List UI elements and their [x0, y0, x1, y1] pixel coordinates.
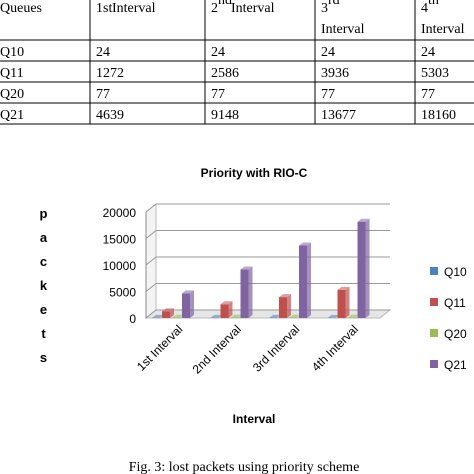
table-cell: 77: [321, 87, 335, 102]
table-header: Interval: [112, 1, 156, 16]
table-header-sup: nd: [218, 0, 232, 8]
x-tick-label: 3rd Interval: [250, 322, 302, 374]
table-cell: 4639: [96, 108, 124, 123]
bar-top: [357, 218, 370, 222]
bar-top: [337, 286, 350, 290]
table-cell: 9148: [211, 108, 239, 123]
table-header: 1st: [96, 1, 112, 16]
table-header: Queues: [0, 1, 42, 16]
y-axis-label: packets: [36, 206, 51, 374]
table-cell: Q10: [0, 45, 24, 60]
table-header: 2: [211, 1, 218, 16]
x-tick-label: 4th Interval: [309, 322, 361, 374]
legend-swatch: [430, 267, 438, 275]
bar-top: [279, 294, 291, 298]
x-axis-label: Interval: [233, 412, 276, 426]
legend-swatch: [430, 329, 438, 337]
legend-swatch: [430, 360, 438, 368]
x-tick-label: 2nd Interval: [190, 322, 244, 376]
y-tick-label: 10000: [103, 259, 137, 273]
bar-top: [347, 314, 360, 318]
bar-side: [365, 218, 370, 318]
table-cell: 13677: [321, 108, 356, 123]
bar: [279, 297, 287, 318]
table-header-sup: th: [428, 0, 439, 8]
table-cell: 77: [421, 87, 435, 102]
grid-line: [145, 309, 157, 319]
bar-top: [240, 266, 253, 270]
bar: [220, 304, 229, 318]
bar-side: [170, 308, 174, 318]
y-tick-label: 5000: [109, 286, 136, 300]
chart-title: Priority with RIO-C: [201, 166, 308, 180]
table-cell: 77: [96, 87, 110, 102]
grid-line: [145, 256, 157, 266]
y-tick-label: 0: [129, 312, 136, 326]
table-cell: 3936: [321, 66, 349, 81]
table-cell: 77: [211, 87, 225, 102]
bar-side: [228, 301, 233, 318]
table-header: Interval: [231, 1, 275, 16]
bar-top: [162, 308, 174, 312]
bar-side: [287, 294, 291, 318]
table-cell: 18160: [421, 108, 456, 123]
table-header: 4: [421, 1, 428, 16]
bar-top: [327, 314, 340, 318]
table-cell: 5303: [421, 66, 449, 81]
y-tick-label: 20000: [103, 206, 137, 220]
table-cell: 24: [96, 45, 110, 60]
bar-side: [307, 242, 311, 318]
table-cell: 1272: [96, 66, 124, 81]
bar: [299, 245, 307, 318]
table-cell: 2586: [211, 66, 239, 81]
table-cell: Q21: [0, 108, 24, 123]
table-cell: 24: [211, 45, 225, 60]
bar-top: [269, 314, 281, 318]
legend-label: Q10: [444, 265, 467, 279]
bar: [357, 221, 366, 318]
legend-label: Q21: [444, 358, 467, 372]
bar-top: [230, 314, 243, 318]
caption: Fig. 3: lost packets using priority sche…: [129, 460, 360, 474]
table-header: Interval: [321, 22, 365, 37]
legend-label: Q11: [444, 296, 466, 310]
legend-label: Q20: [444, 327, 467, 341]
bar-top: [210, 314, 223, 318]
grid-line: [145, 230, 157, 239]
table-header-sup: rd: [328, 0, 340, 8]
bar-top: [220, 301, 233, 305]
table-cell: Q20: [0, 87, 24, 102]
bar-top: [172, 314, 184, 318]
bar: [337, 289, 346, 318]
table-header: 3: [321, 1, 328, 16]
bar-top: [182, 290, 194, 294]
y-tick-label: 15000: [103, 233, 137, 247]
grid-line: [145, 283, 157, 292]
bar: [182, 293, 190, 318]
grid-line: [145, 203, 157, 213]
bar-top: [152, 314, 164, 318]
legend-swatch: [430, 298, 438, 306]
bar: [162, 311, 170, 318]
bar-top: [289, 314, 301, 318]
x-tick-label: 1st Interval: [134, 322, 185, 373]
bar-side: [345, 286, 350, 318]
table-header: Interval: [421, 22, 465, 37]
bar-side: [190, 290, 194, 318]
bar-side: [248, 266, 253, 318]
bar-top: [299, 242, 311, 246]
bar: [240, 269, 249, 318]
table-cell: 24: [321, 45, 335, 60]
table-cell: 24: [421, 45, 435, 60]
table-cell: Q11: [0, 66, 24, 81]
